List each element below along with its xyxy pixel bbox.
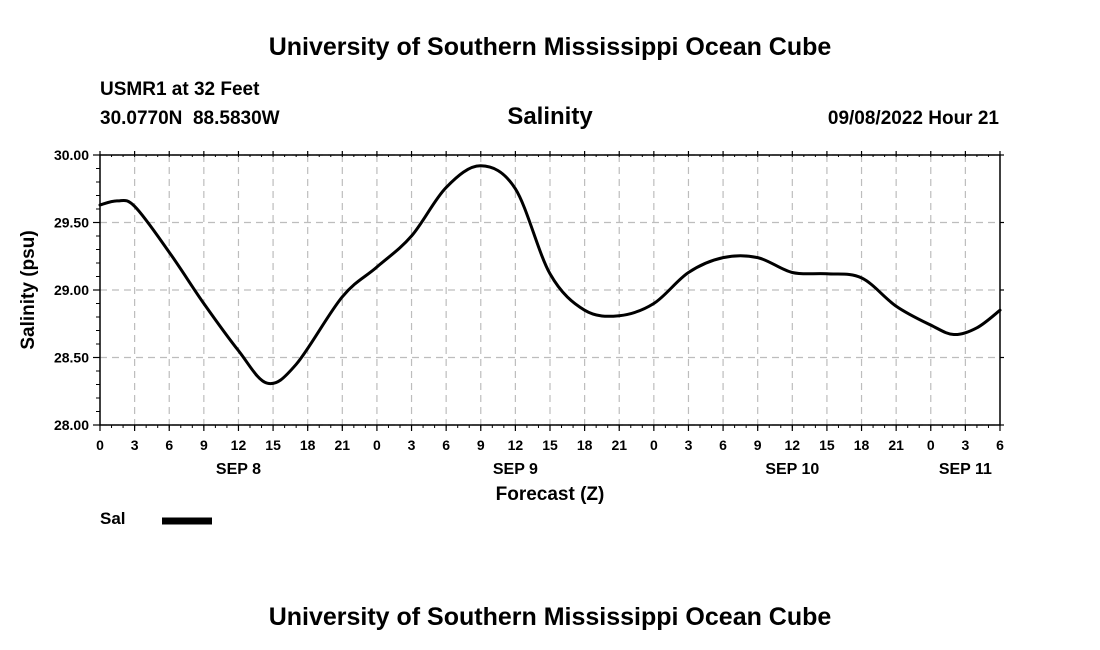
coords-label: 30.0770N 88.5830W xyxy=(100,108,280,129)
day-labels: SEP 8 SEP 9 SEP 10 SEP 11 xyxy=(216,461,992,478)
x-tick-label: 3 xyxy=(961,437,969,453)
y-tick-label: 28.50 xyxy=(54,350,89,366)
x-tick-label: 15 xyxy=(265,437,281,453)
x-tick-labels: 0 3 6 9 12 15 18 21 0 3 6 9 12 15 18 21 0 3 6 9 12 15 18 21 0 3 6 xyxy=(96,437,1004,453)
x-tick-label: 21 xyxy=(888,437,904,453)
x-tick-label: 18 xyxy=(300,437,316,453)
day-label: SEP 9 xyxy=(493,461,538,478)
y-tick-label: 30.00 xyxy=(54,147,89,163)
chart-title-bottom: University of Southern Mississippi Ocean… xyxy=(269,603,832,631)
y-tick-label: 29.00 xyxy=(54,282,89,298)
x-tick-label: 12 xyxy=(508,437,524,453)
legend-label: Sal xyxy=(100,509,126,528)
chart-title: Salinity xyxy=(507,103,593,130)
x-tick-label: 3 xyxy=(685,437,693,453)
day-label: SEP 8 xyxy=(216,461,261,478)
x-tick-label: 18 xyxy=(854,437,870,453)
x-tick-label: 12 xyxy=(785,437,801,453)
x-axis-label: Forecast (Z) xyxy=(496,484,605,505)
station-label: USMR1 at 32 Feet xyxy=(100,79,260,100)
day-label: SEP 10 xyxy=(765,461,819,478)
x-tick-label: 3 xyxy=(408,437,416,453)
grid xyxy=(100,154,1000,426)
series-line-sal xyxy=(98,164,1002,386)
x-tick-label: 21 xyxy=(611,437,627,453)
chart-title-top: University of Southern Mississippi Ocean… xyxy=(269,33,832,61)
x-tick-label: 9 xyxy=(477,437,485,453)
x-tick-label: 6 xyxy=(165,437,173,453)
y-tick-labels: 28.00 28.50 29.00 29.50 30.00 xyxy=(54,147,89,433)
x-tick-label: 9 xyxy=(754,437,762,453)
y-tick-label: 28.00 xyxy=(54,417,89,433)
y-axis-label: Salinity (psu) xyxy=(18,230,39,349)
x-tick-label: 21 xyxy=(335,437,351,453)
x-tick-label: 12 xyxy=(231,437,247,453)
x-tick-label: 0 xyxy=(96,437,104,453)
y-tick-label: 29.50 xyxy=(54,215,89,231)
x-tick-label: 0 xyxy=(927,437,935,453)
x-tick-label: 15 xyxy=(819,437,835,453)
x-tick-label: 9 xyxy=(200,437,208,453)
x-tick-label: 6 xyxy=(996,437,1004,453)
x-tick-label: 3 xyxy=(131,437,139,453)
ticks xyxy=(93,151,1004,431)
x-tick-label: 15 xyxy=(542,437,558,453)
series-group xyxy=(98,164,1002,386)
plot-frame xyxy=(99,154,1001,426)
x-tick-label: 0 xyxy=(373,437,381,453)
x-tick-label: 6 xyxy=(442,437,450,453)
x-tick-label: 18 xyxy=(577,437,593,453)
x-tick-label: 6 xyxy=(719,437,727,453)
datetime-label: 09/08/2022 Hour 21 xyxy=(828,108,1000,129)
x-tick-label: 0 xyxy=(650,437,658,453)
day-label: SEP 11 xyxy=(939,461,992,478)
